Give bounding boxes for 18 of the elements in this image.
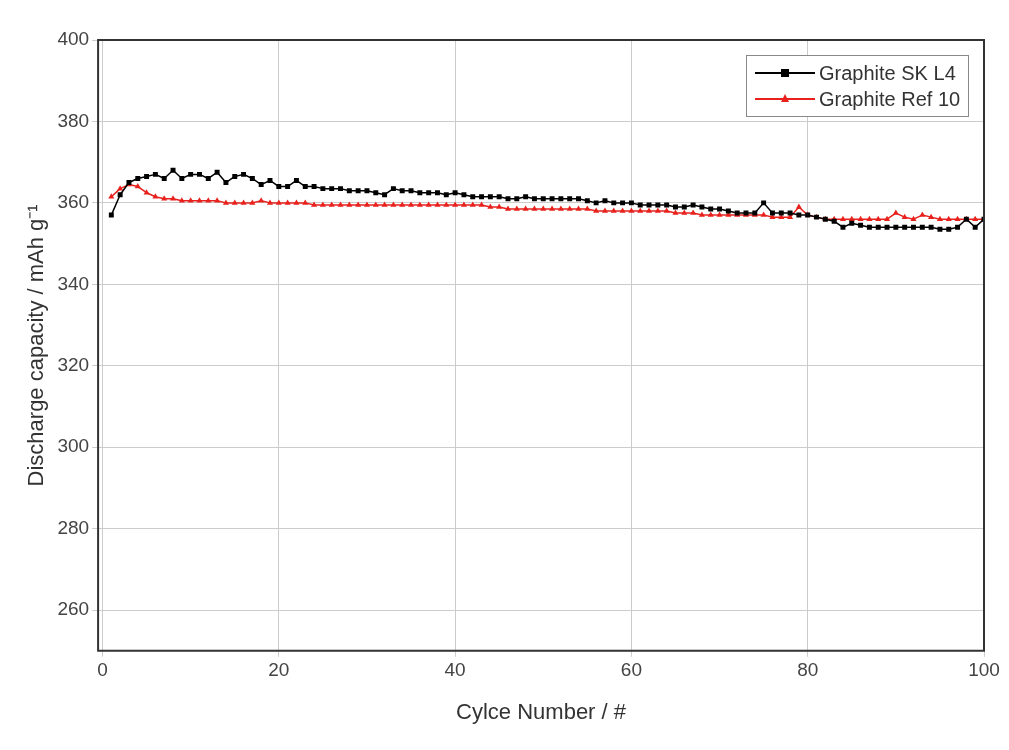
y-tick-label: 320 (57, 353, 90, 375)
y-tick-label: 300 (57, 435, 90, 457)
y-tick-label: 280 (57, 516, 90, 538)
y-tick-label: 360 (57, 191, 90, 213)
x-tick-label: 40 (444, 659, 466, 681)
x-tick-label: 0 (97, 659, 108, 681)
x-tick-label: 20 (268, 659, 290, 681)
x-tick-label: 60 (620, 659, 642, 681)
legend-label: Graphite SK L4 (819, 61, 956, 86)
y-tick-label: 340 (57, 272, 90, 294)
x-tick-label: 100 (968, 659, 1000, 681)
x-axis-title: Cylce Number / # (456, 698, 627, 724)
y-axis-title: Discharge capacity / mAh g⁻¹ (23, 204, 49, 487)
x-tick-label: 80 (797, 659, 819, 681)
y-tick-label: 400 (57, 28, 90, 50)
y-tick-label: 260 (57, 598, 90, 620)
legend-label: Graphite Ref 10 (819, 87, 961, 112)
y-tick-label: 380 (57, 109, 90, 131)
